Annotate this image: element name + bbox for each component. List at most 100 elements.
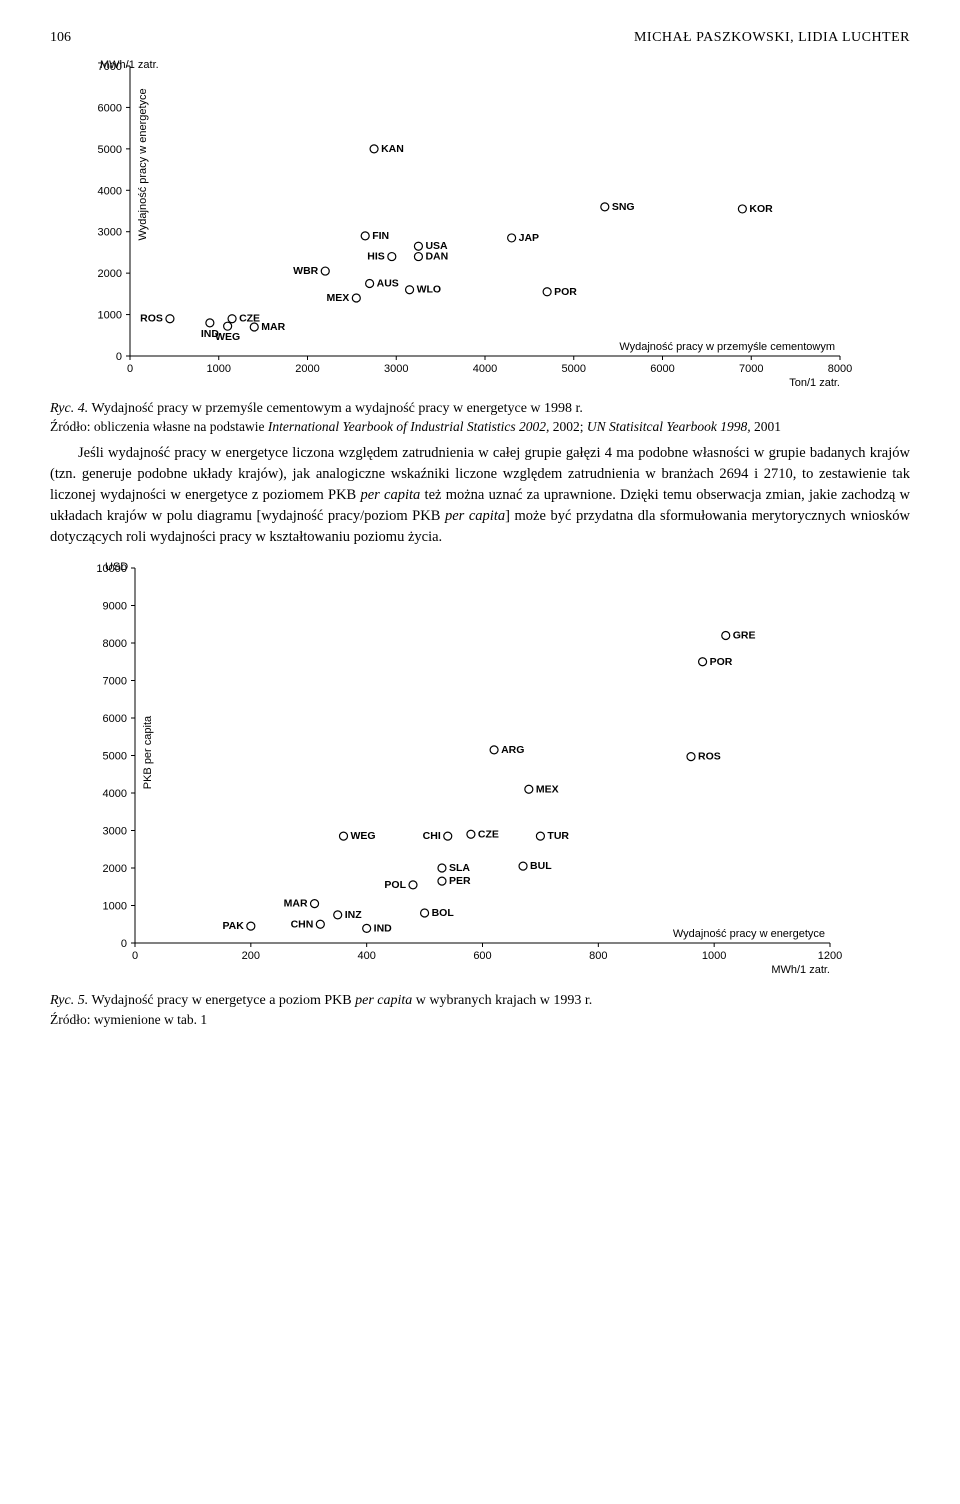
caption-ryc5-prefix: Ryc. 5. — [50, 993, 88, 1008]
svg-text:8000: 8000 — [103, 638, 127, 650]
svg-text:PER: PER — [449, 875, 471, 887]
source-ryc5-prefix: Źródło: — [50, 1012, 91, 1027]
source-ryc4-t1: obliczenia własne na podstawie — [91, 419, 268, 434]
svg-text:1200: 1200 — [818, 950, 842, 962]
svg-text:2000: 2000 — [103, 863, 127, 875]
svg-text:5000: 5000 — [98, 144, 122, 156]
caption-ryc5-t2: w wybranych krajach w 1993 r. — [412, 993, 592, 1008]
svg-text:POR: POR — [554, 286, 577, 298]
svg-text:1000: 1000 — [207, 363, 231, 375]
source-ryc4-t3: 2001 — [751, 419, 781, 434]
svg-text:0: 0 — [116, 351, 122, 363]
body-paragraph: Jeśli wydajność pracy w energetyce liczo… — [50, 443, 910, 548]
source-ryc4-it2: UN Statisitcal Yearbook 1998, — [587, 419, 751, 434]
svg-text:0: 0 — [127, 363, 133, 375]
svg-text:5000: 5000 — [562, 363, 586, 375]
caption-ryc4: Ryc. 4. Wydajność pracy w przemyśle ceme… — [50, 401, 910, 417]
svg-text:2000: 2000 — [98, 268, 122, 280]
svg-text:8000: 8000 — [828, 363, 852, 375]
svg-text:4000: 4000 — [103, 788, 127, 800]
svg-text:WEG: WEG — [215, 331, 240, 343]
svg-text:MWh/1 zatr.: MWh/1 zatr. — [100, 59, 159, 71]
svg-text:600: 600 — [473, 950, 491, 962]
svg-text:6000: 6000 — [650, 363, 674, 375]
caption-ryc4-text: Wydajność pracy w przemyśle cementowym a… — [88, 401, 583, 416]
chart-ryc5: 0 1000 2000 3000 4000 5000 6000 7000 8000 9000 100… — [70, 558, 890, 988]
svg-text:200: 200 — [242, 950, 260, 962]
svg-text:MAR: MAR — [284, 898, 308, 910]
svg-text:800: 800 — [589, 950, 607, 962]
svg-text:IND: IND — [374, 922, 393, 934]
body-paragraph-text: Jeśli wydajność pracy w energetyce liczo… — [50, 445, 910, 545]
chart-ryc5-svg: 0 1000 2000 3000 4000 5000 6000 7000 8000 9000 100… — [70, 558, 890, 988]
svg-text:3000: 3000 — [98, 227, 122, 239]
svg-text:9000: 9000 — [103, 601, 127, 613]
page-header: 106 MICHAŁ PASZKOWSKI, LIDIA LUCHTER — [50, 30, 910, 46]
svg-text:USD: USD — [105, 561, 128, 573]
svg-text:Ton/1 zatr.: Ton/1 zatr. — [789, 377, 840, 389]
svg-text:Wydajność pracy w przemyśle ce: Wydajność pracy w przemyśle cementowym — [619, 341, 835, 353]
svg-text:5000: 5000 — [103, 751, 127, 763]
svg-text:3000: 3000 — [384, 363, 408, 375]
caption-ryc5-t1: Wydajność pracy w energetyce a poziom PK… — [88, 993, 355, 1008]
svg-text:KOR: KOR — [749, 203, 773, 215]
svg-text:HIS: HIS — [367, 251, 385, 263]
svg-text:2000: 2000 — [295, 363, 319, 375]
svg-text:JAP: JAP — [519, 232, 539, 244]
svg-text:CHN: CHN — [291, 918, 314, 930]
svg-text:Wydajność pracy w energetyce: Wydajność pracy w energetyce — [137, 88, 149, 240]
page-authors: MICHAŁ PASZKOWSKI, LIDIA LUCHTER — [634, 30, 910, 46]
source-ryc4-t2: 2002; — [549, 419, 587, 434]
svg-text:MWh/1 zatr.: MWh/1 zatr. — [771, 964, 830, 976]
svg-text:MEX: MEX — [536, 783, 559, 795]
svg-text:CZE: CZE — [478, 828, 499, 840]
source-ryc5-text: wymienione w tab. 1 — [91, 1012, 208, 1027]
svg-text:WLO: WLO — [417, 284, 442, 296]
svg-text:CHI: CHI — [423, 830, 441, 842]
caption-ryc5: Ryc. 5. Wydajność pracy w energetyce a p… — [50, 993, 910, 1009]
source-ryc5: Źródło: wymienione w tab. 1 — [50, 1012, 910, 1028]
svg-text:0: 0 — [132, 950, 138, 962]
svg-text:7000: 7000 — [103, 676, 127, 688]
svg-text:DAN: DAN — [425, 251, 448, 263]
svg-text:POL: POL — [384, 879, 406, 891]
svg-text:400: 400 — [357, 950, 375, 962]
svg-text:ROS: ROS — [698, 751, 721, 763]
page-number: 106 — [50, 30, 71, 46]
svg-text:4000: 4000 — [98, 185, 122, 197]
svg-text:6000: 6000 — [98, 102, 122, 114]
svg-text:GRE: GRE — [733, 630, 756, 642]
chart-ryc4-svg: 0 1000 2000 3000 4000 5000 6000 7000 0 1000 2000 30… — [70, 56, 890, 396]
svg-text:FIN: FIN — [372, 230, 389, 242]
svg-text:MAR: MAR — [261, 321, 285, 333]
svg-text:Wydajność pracy w energetyce: Wydajność pracy w energetyce — [673, 928, 825, 940]
svg-text:POR: POR — [710, 656, 733, 668]
svg-text:3000: 3000 — [103, 826, 127, 838]
svg-text:INZ: INZ — [345, 909, 363, 921]
svg-text:1000: 1000 — [103, 901, 127, 913]
svg-text:BOL: BOL — [432, 907, 455, 919]
svg-text:WEG: WEG — [351, 830, 376, 842]
svg-text:KAN: KAN — [381, 143, 404, 155]
svg-text:4000: 4000 — [473, 363, 497, 375]
svg-text:AUS: AUS — [377, 278, 399, 290]
source-ryc4-prefix: Źródło: — [50, 419, 91, 434]
svg-text:WBR: WBR — [293, 265, 318, 277]
svg-text:6000: 6000 — [103, 713, 127, 725]
source-ryc4: Źródło: obliczenia własne na podstawie I… — [50, 419, 910, 435]
svg-text:SLA: SLA — [449, 862, 470, 874]
chart-ryc4: 0 1000 2000 3000 4000 5000 6000 7000 0 1000 2000 30… — [70, 56, 890, 396]
svg-text:1000: 1000 — [98, 310, 122, 322]
source-ryc4-it1: International Yearbook of Industrial Sta… — [268, 419, 550, 434]
svg-text:CZE: CZE — [239, 313, 260, 325]
svg-text:PAK: PAK — [222, 920, 244, 932]
caption-ryc5-it1: per capita — [355, 993, 412, 1008]
svg-text:ARG: ARG — [501, 744, 524, 756]
svg-text:1000: 1000 — [702, 950, 726, 962]
svg-text:PKB per capita: PKB per capita — [142, 715, 154, 789]
svg-text:TUR: TUR — [547, 830, 569, 842]
svg-text:7000: 7000 — [739, 363, 763, 375]
svg-text:BUL: BUL — [530, 860, 552, 872]
caption-ryc4-prefix: Ryc. 4. — [50, 401, 88, 416]
svg-text:ROS: ROS — [140, 313, 163, 325]
